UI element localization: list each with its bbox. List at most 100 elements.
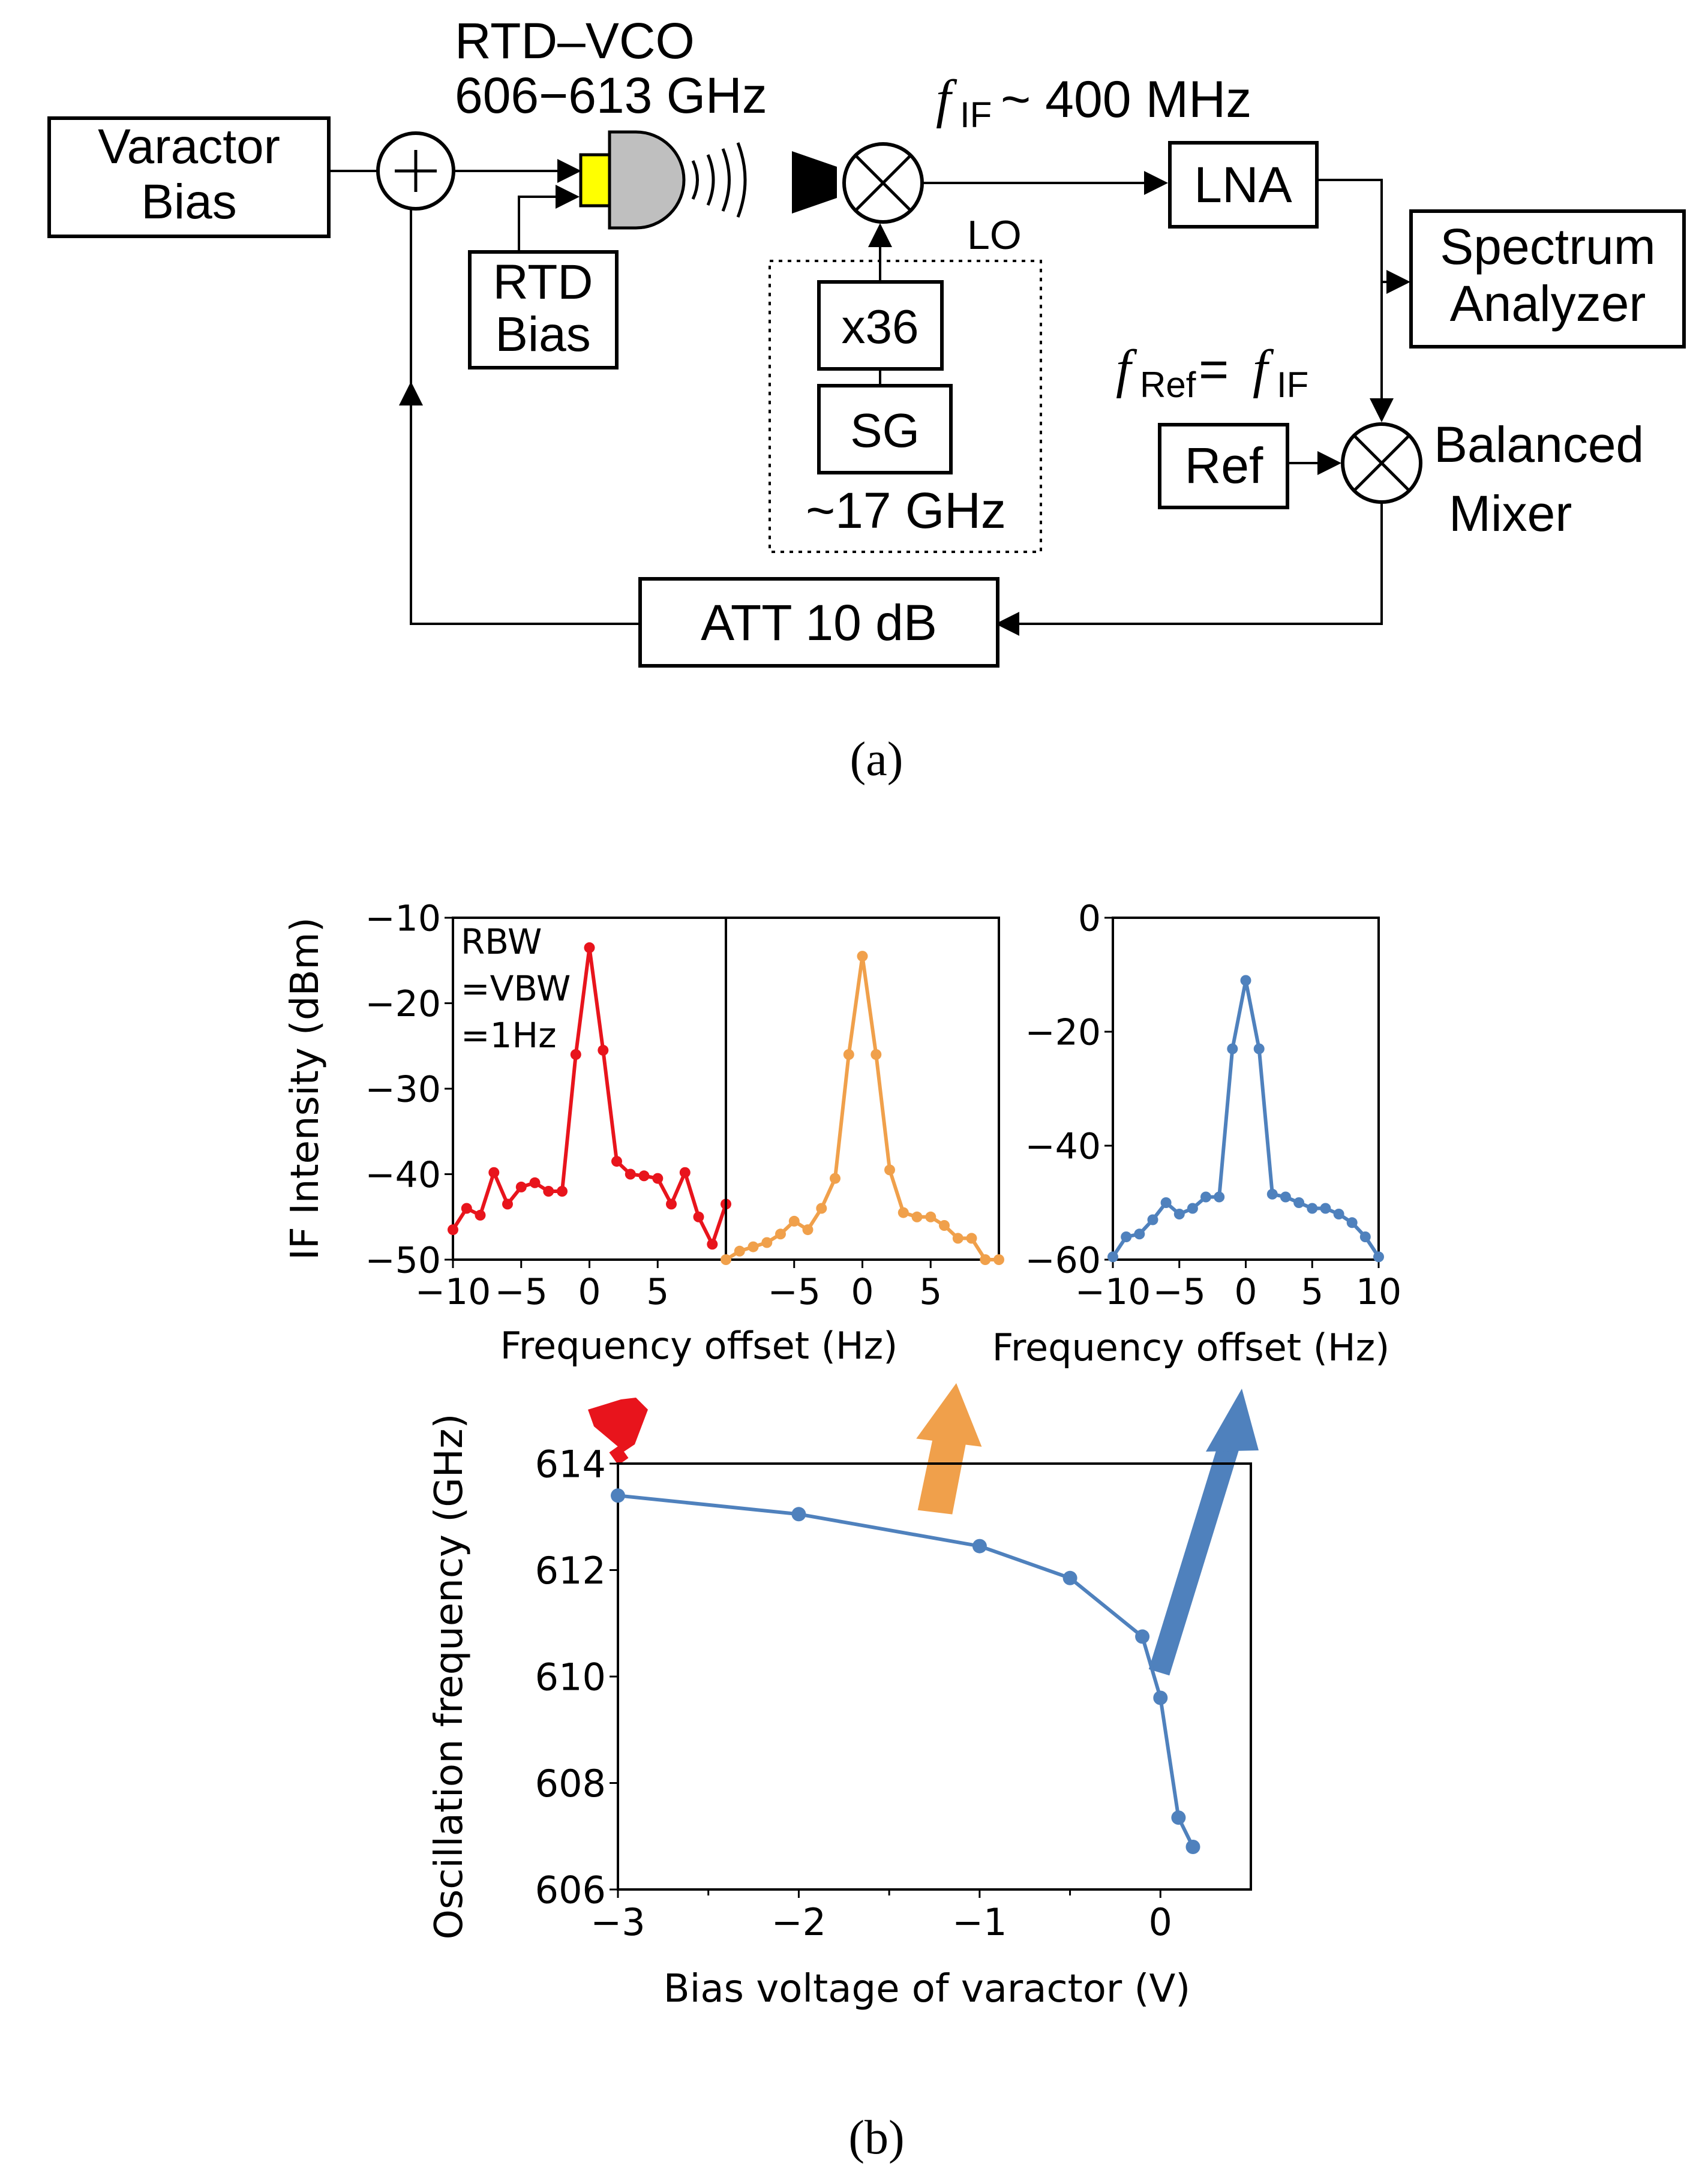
att-box: [638, 577, 999, 668]
spectrum-blue-ytick-label: −60: [1025, 1240, 1101, 1282]
spectrum-red-ytick-label: −30: [365, 1069, 441, 1111]
balanced-mixer-label-1: Balanced: [1434, 416, 1644, 473]
oscillation-frequency-point: [1135, 1629, 1150, 1644]
spectrum-blue-xtick-label: 0: [1234, 1271, 1257, 1313]
spectrum-orange-point: [788, 1215, 800, 1227]
spectrum-orange-point: [857, 951, 868, 962]
caption-a: (a): [850, 733, 903, 786]
oscillation-xtick-label: −1: [952, 1900, 1007, 1944]
spectrum-red-point: [502, 1198, 513, 1210]
spectrum-red-point: [529, 1177, 541, 1188]
spectrum-red-xtick-label: −5: [495, 1271, 548, 1313]
spectrum-blue-ytick-label: 0: [1078, 898, 1101, 940]
rtd-bias-label-2: Bias: [495, 307, 591, 362]
fif-value: ~ 400 MHz: [1001, 71, 1251, 128]
spectrum-analyzer-label-1: Spectrum: [1440, 218, 1655, 275]
multiplier-box: [817, 280, 944, 371]
spectrum-red-ylabel: IF Intensity (dBm): [283, 917, 328, 1260]
spectrum-orange-xtick-label: 0: [851, 1271, 873, 1313]
spectrum-blue-xtick-label: −10: [1075, 1271, 1151, 1313]
wave-1-icon: [691, 160, 699, 200]
spectrum-blue-point: [1121, 1231, 1132, 1242]
wave-2-icon: [706, 154, 715, 206]
spectrum-blue-point: [1173, 1209, 1185, 1219]
caption-b: (b): [848, 2111, 904, 2164]
rbw-annotation-2: =VBW: [461, 968, 571, 1009]
spectrum-orange-line: [725, 956, 999, 1261]
sg-label: SG: [850, 404, 920, 457]
spectrum-orange-xtick-label: −5: [768, 1271, 821, 1313]
spectrum-orange-xtick-label: 5: [919, 1271, 942, 1313]
spectrum-red-point: [488, 1167, 500, 1178]
spectrum-orange-point: [911, 1211, 923, 1222]
spectrum-orange-point: [775, 1228, 786, 1240]
spectrum-blue-point: [1293, 1197, 1305, 1208]
lo-label: LO: [967, 212, 1022, 258]
spectrum-blue-point: [1307, 1203, 1318, 1214]
spectrum-orange-point: [843, 1049, 854, 1060]
spectrum-blue-xtick-label: −5: [1153, 1271, 1206, 1313]
spectrum-red-point: [652, 1173, 664, 1184]
spectrum-blue-point: [1107, 1251, 1118, 1263]
varactor-bias-label-1: Varactor: [98, 119, 280, 174]
spectrum-orange-point: [980, 1254, 991, 1265]
receiver-horn-icon: [792, 151, 837, 214]
wave-4-icon: [736, 142, 747, 218]
spectrum-orange-point: [734, 1245, 745, 1257]
spectrum-orange-point: [830, 1173, 841, 1184]
ref-label: Ref: [1185, 437, 1263, 494]
spectrum-red-point: [475, 1209, 486, 1221]
att-label: ATT 10 dB: [701, 594, 937, 651]
spectrum-blue-xlabel: Frequency offset (Hz): [992, 1326, 1390, 1369]
spectrum-red-point: [584, 942, 595, 953]
spectrum-orange-chart: −5 0 5 Frequency offset (Hz): [500, 917, 1004, 1368]
oscillation-xtick-label: −2: [772, 1900, 826, 1944]
mixer-cross-2: [854, 154, 912, 212]
oscillation-chart: Oscillation frequency (GHz) Bias voltage…: [427, 1414, 1252, 2011]
oscillation-xtick-label: −3: [590, 1900, 645, 1944]
spectrum-red-ytick-label: −50: [365, 1240, 441, 1282]
spectrum-blue-point: [1320, 1203, 1331, 1214]
spectrum-orange-point: [721, 1254, 731, 1265]
rtd-antenna: [608, 130, 686, 230]
sg-box: [817, 384, 953, 474]
spectrum-orange-point: [884, 1164, 895, 1176]
oscillation-frequency-point: [1153, 1690, 1168, 1705]
spectrum-blue-ytick-label: −40: [1025, 1126, 1101, 1168]
spectrum-red-point: [693, 1211, 704, 1222]
spectrum-red-point: [679, 1167, 691, 1178]
varactor-element: [579, 153, 611, 208]
red-arrow-shaft: [609, 1445, 629, 1465]
wire-mixer-to-att: [995, 502, 1383, 636]
oscillation-xlabel: Bias voltage of varactor (V): [664, 1967, 1191, 2011]
spectrum-left-xlabel: Frequency offset (Hz): [500, 1324, 898, 1368]
spectrum-blue-point: [1160, 1197, 1172, 1208]
rtd-bias-box: [468, 250, 619, 369]
spectrum-blue-point: [1187, 1203, 1198, 1214]
spectrum-blue-xtick-label: 10: [1356, 1271, 1401, 1313]
rtd-bias-label-1: RTD: [493, 255, 593, 310]
lna-box: [1168, 141, 1319, 229]
spectrum-blue-xtick-label: 5: [1301, 1271, 1323, 1313]
lo-dotted-box: [769, 260, 1042, 553]
oscillation-ytick-label: 606: [535, 1868, 606, 1912]
oscillation-xtick-label: 0: [1149, 1900, 1172, 1944]
blue-pointer-arrow: [1206, 1389, 1259, 1452]
spectrum-red-point: [515, 1181, 527, 1192]
spectrum-orange-point: [816, 1203, 827, 1214]
red-pointer-arrow: [588, 1398, 648, 1452]
spectrum-red-ytick-label: −10: [365, 898, 441, 940]
spectrum-blue-frame: [1112, 917, 1380, 1261]
spectrum-red-point: [638, 1170, 650, 1182]
spectrum-blue-point: [1280, 1191, 1291, 1203]
oscillation-frequency-point: [791, 1507, 806, 1522]
oscillation-ytick-label: 612: [535, 1549, 606, 1593]
spectrum-analyzer-label-2: Analyzer: [1450, 275, 1646, 332]
spectrum-red-point: [707, 1239, 718, 1250]
wire-rtd-bias: [518, 185, 580, 252]
rbw-annotation-1: RBW: [461, 921, 542, 962]
spectrum-orange-point: [925, 1211, 936, 1222]
oscillation-frequency-point: [1062, 1570, 1077, 1585]
fif-symbol: f: [936, 70, 957, 129]
